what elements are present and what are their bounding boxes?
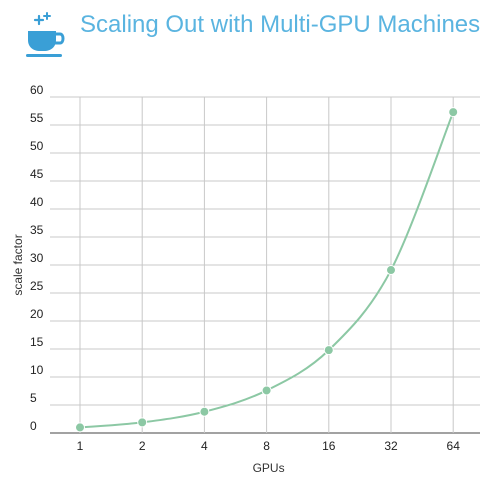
y-tick-label: 25 (30, 279, 44, 293)
chart-header: Scaling Out with Multi-GPU Machines (0, 0, 492, 60)
x-tick-label: 1 (77, 439, 84, 453)
y-tick-label: 10 (30, 363, 44, 377)
axes: 0 5 10 15 20 25 30 35 40 45 50 55 60 1 2 4 8 16 32 64 (30, 83, 460, 453)
y-tick-label: 5 (30, 391, 37, 405)
x-tick-label: 64 (447, 439, 461, 453)
data-point (199, 406, 210, 417)
x-tick-label: 4 (201, 439, 208, 453)
x-tick-label: 16 (322, 439, 336, 453)
y-tick-label: 0 (30, 419, 37, 433)
y-tick-label: 20 (30, 307, 44, 321)
y-tick-label: 35 (30, 223, 44, 237)
y-tick-label: 45 (30, 167, 44, 181)
y-axis-title: scale factor (11, 234, 25, 295)
x-tick-label: 2 (139, 439, 146, 453)
coffee-cup-icon (26, 12, 65, 57)
y-tick-label: 50 (30, 139, 44, 153)
data-point (386, 265, 396, 276)
grid (50, 96, 480, 434)
y-tick-label: 15 (30, 335, 44, 349)
series-line (79, 111, 455, 429)
data-point (448, 107, 459, 118)
data-point (137, 417, 148, 428)
chart-title: Scaling Out with Multi-GPU Machines (80, 11, 481, 38)
series-points (75, 107, 459, 433)
y-tick-label: 30 (30, 251, 44, 265)
x-tick-label: 8 (263, 439, 270, 453)
x-axis-title: GPUs (253, 461, 285, 475)
y-tick-label: 55 (30, 111, 44, 125)
data-point (323, 345, 334, 356)
y-tick-label: 60 (30, 83, 44, 97)
data-point (75, 422, 85, 433)
y-tick-label: 40 (30, 195, 44, 209)
x-tick-label: 32 (384, 439, 398, 453)
data-point (261, 385, 272, 396)
